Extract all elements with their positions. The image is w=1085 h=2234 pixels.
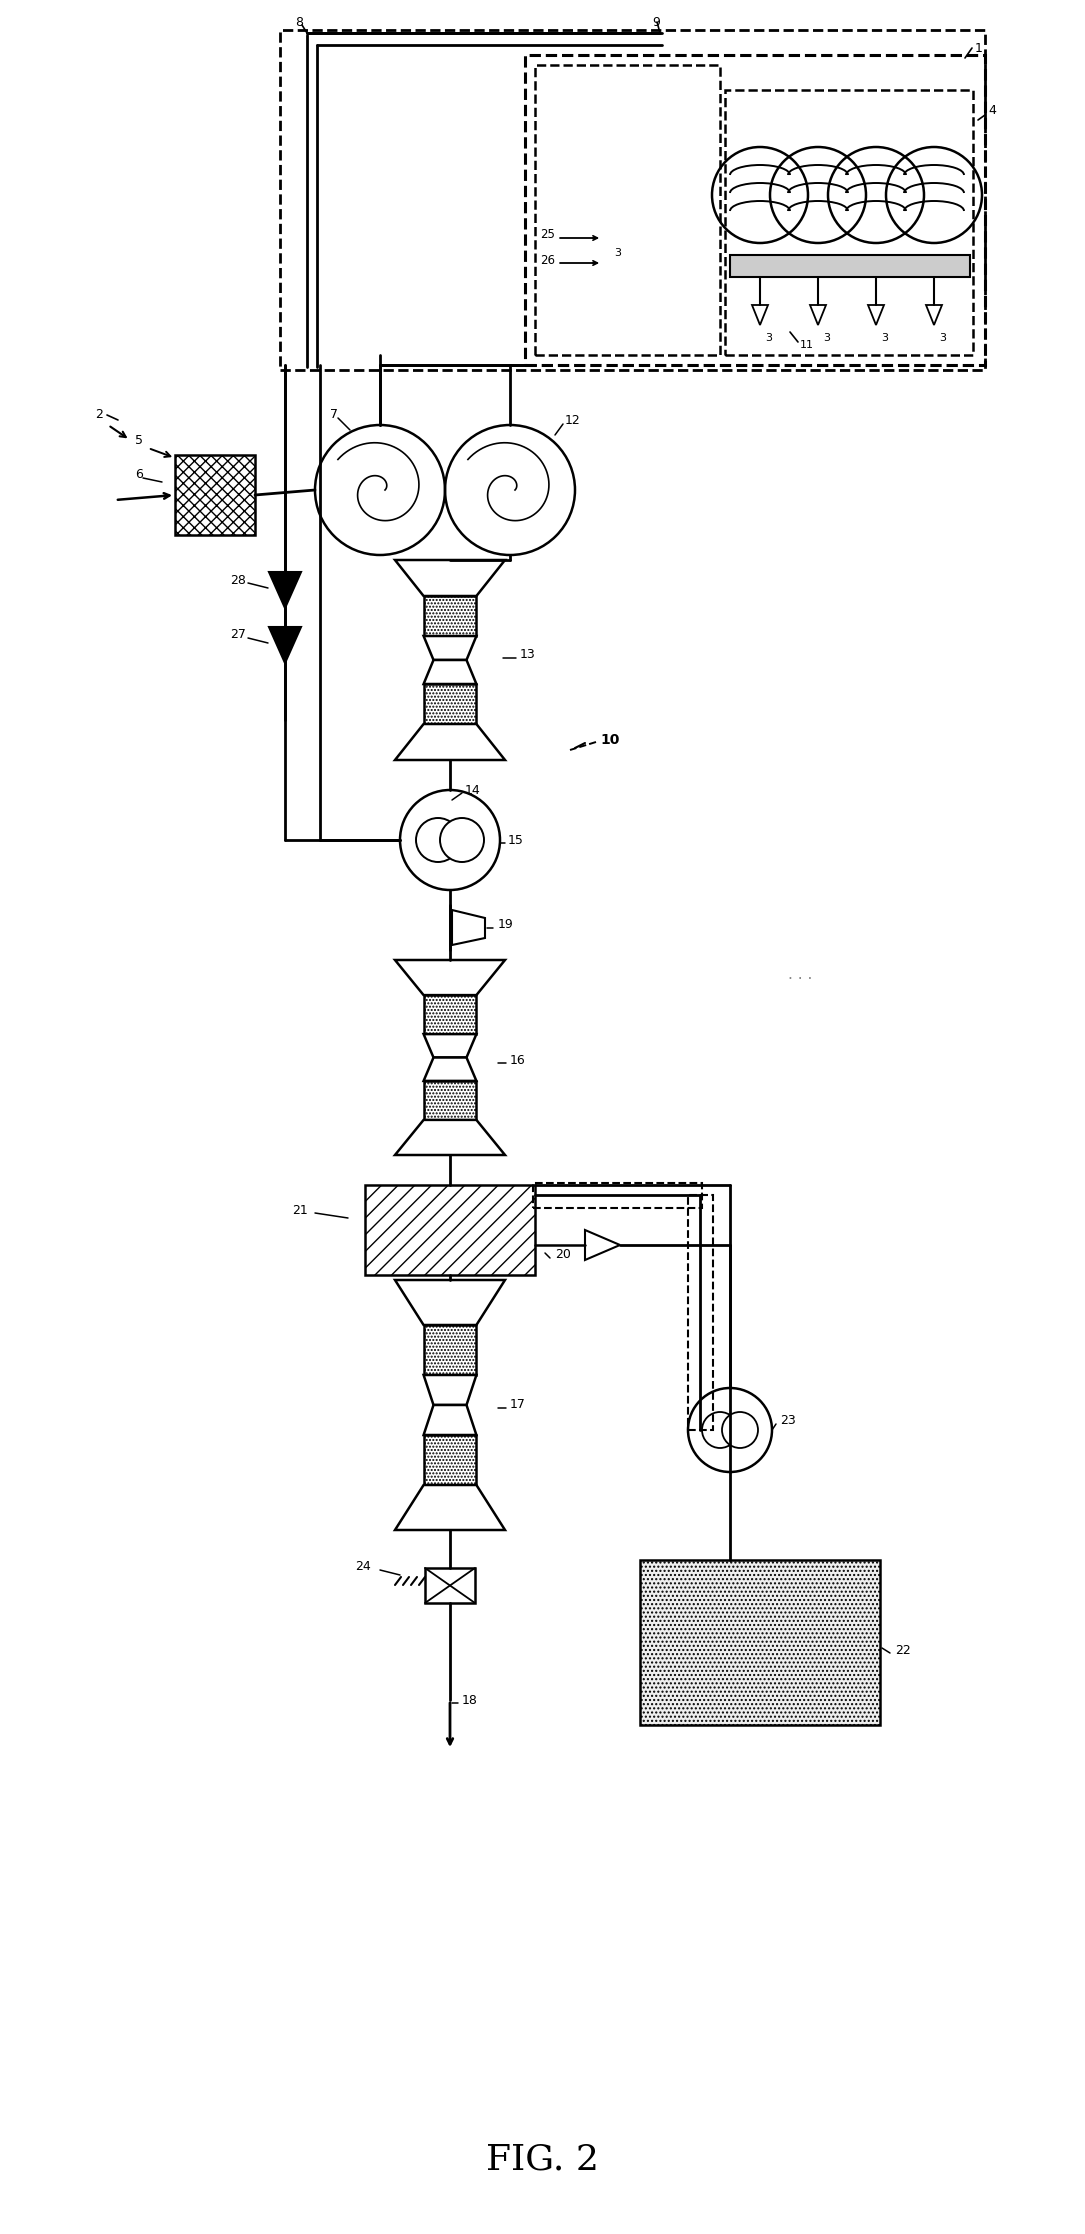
Text: 18: 18 xyxy=(462,1693,477,1707)
Polygon shape xyxy=(452,909,485,945)
Text: 8: 8 xyxy=(295,16,303,29)
Text: 26: 26 xyxy=(540,252,556,266)
Polygon shape xyxy=(395,561,505,596)
Bar xyxy=(175,456,255,534)
Polygon shape xyxy=(585,1231,620,1260)
Text: 14: 14 xyxy=(465,784,481,798)
Text: 27: 27 xyxy=(230,628,246,641)
Text: 3: 3 xyxy=(939,333,946,344)
Bar xyxy=(280,29,985,371)
Text: 24: 24 xyxy=(355,1562,371,1573)
Text: 12: 12 xyxy=(565,413,580,427)
Polygon shape xyxy=(395,1486,505,1530)
Text: 5: 5 xyxy=(135,433,143,447)
Text: FIG. 2: FIG. 2 xyxy=(486,2142,599,2176)
Polygon shape xyxy=(423,1081,476,1119)
Bar xyxy=(640,1559,880,1725)
Text: 1: 1 xyxy=(975,42,983,54)
Text: 3: 3 xyxy=(765,333,773,344)
Bar xyxy=(725,89,973,355)
Polygon shape xyxy=(423,994,476,1034)
Bar xyxy=(730,255,970,277)
Text: 28: 28 xyxy=(230,574,246,588)
Polygon shape xyxy=(868,306,884,324)
Text: 20: 20 xyxy=(556,1249,571,1262)
Text: 11: 11 xyxy=(800,340,814,351)
Text: 13: 13 xyxy=(520,648,536,661)
Bar xyxy=(535,65,720,355)
Text: 19: 19 xyxy=(498,918,514,932)
Circle shape xyxy=(416,818,460,862)
Bar xyxy=(365,1184,535,1276)
Text: 3: 3 xyxy=(881,333,888,344)
Text: · · ·: · · · xyxy=(788,972,813,987)
Text: 2: 2 xyxy=(95,409,103,422)
Polygon shape xyxy=(423,1034,476,1057)
Text: 7: 7 xyxy=(330,409,339,422)
Polygon shape xyxy=(269,628,301,663)
Polygon shape xyxy=(810,306,826,324)
Polygon shape xyxy=(395,961,505,994)
Circle shape xyxy=(702,1412,738,1448)
Polygon shape xyxy=(423,1325,476,1374)
Polygon shape xyxy=(423,637,476,659)
Text: 17: 17 xyxy=(510,1398,526,1412)
Polygon shape xyxy=(423,1434,476,1486)
Circle shape xyxy=(441,818,484,862)
Polygon shape xyxy=(423,596,476,637)
Text: 9: 9 xyxy=(652,16,660,29)
Polygon shape xyxy=(395,1280,505,1325)
Polygon shape xyxy=(926,306,942,324)
Polygon shape xyxy=(395,724,505,760)
Polygon shape xyxy=(423,659,476,684)
Polygon shape xyxy=(395,1119,505,1155)
Bar xyxy=(425,1568,475,1604)
Text: 4: 4 xyxy=(988,103,996,116)
Polygon shape xyxy=(269,572,301,608)
Circle shape xyxy=(722,1412,758,1448)
Text: 10: 10 xyxy=(600,733,620,746)
Polygon shape xyxy=(423,1057,476,1081)
Text: 15: 15 xyxy=(508,833,524,847)
Bar xyxy=(525,56,985,364)
Text: 25: 25 xyxy=(540,228,554,241)
Polygon shape xyxy=(423,1374,476,1405)
Bar xyxy=(688,1195,713,1430)
Text: 23: 23 xyxy=(780,1414,795,1428)
Text: 3: 3 xyxy=(824,333,830,344)
Polygon shape xyxy=(423,684,476,724)
Text: 16: 16 xyxy=(510,1054,526,1066)
Bar xyxy=(533,1184,702,1209)
Text: 6: 6 xyxy=(135,469,143,483)
Polygon shape xyxy=(752,306,768,324)
Text: 21: 21 xyxy=(292,1204,308,1218)
Text: 22: 22 xyxy=(895,1644,910,1655)
Text: 3: 3 xyxy=(614,248,621,257)
Polygon shape xyxy=(423,1405,476,1434)
